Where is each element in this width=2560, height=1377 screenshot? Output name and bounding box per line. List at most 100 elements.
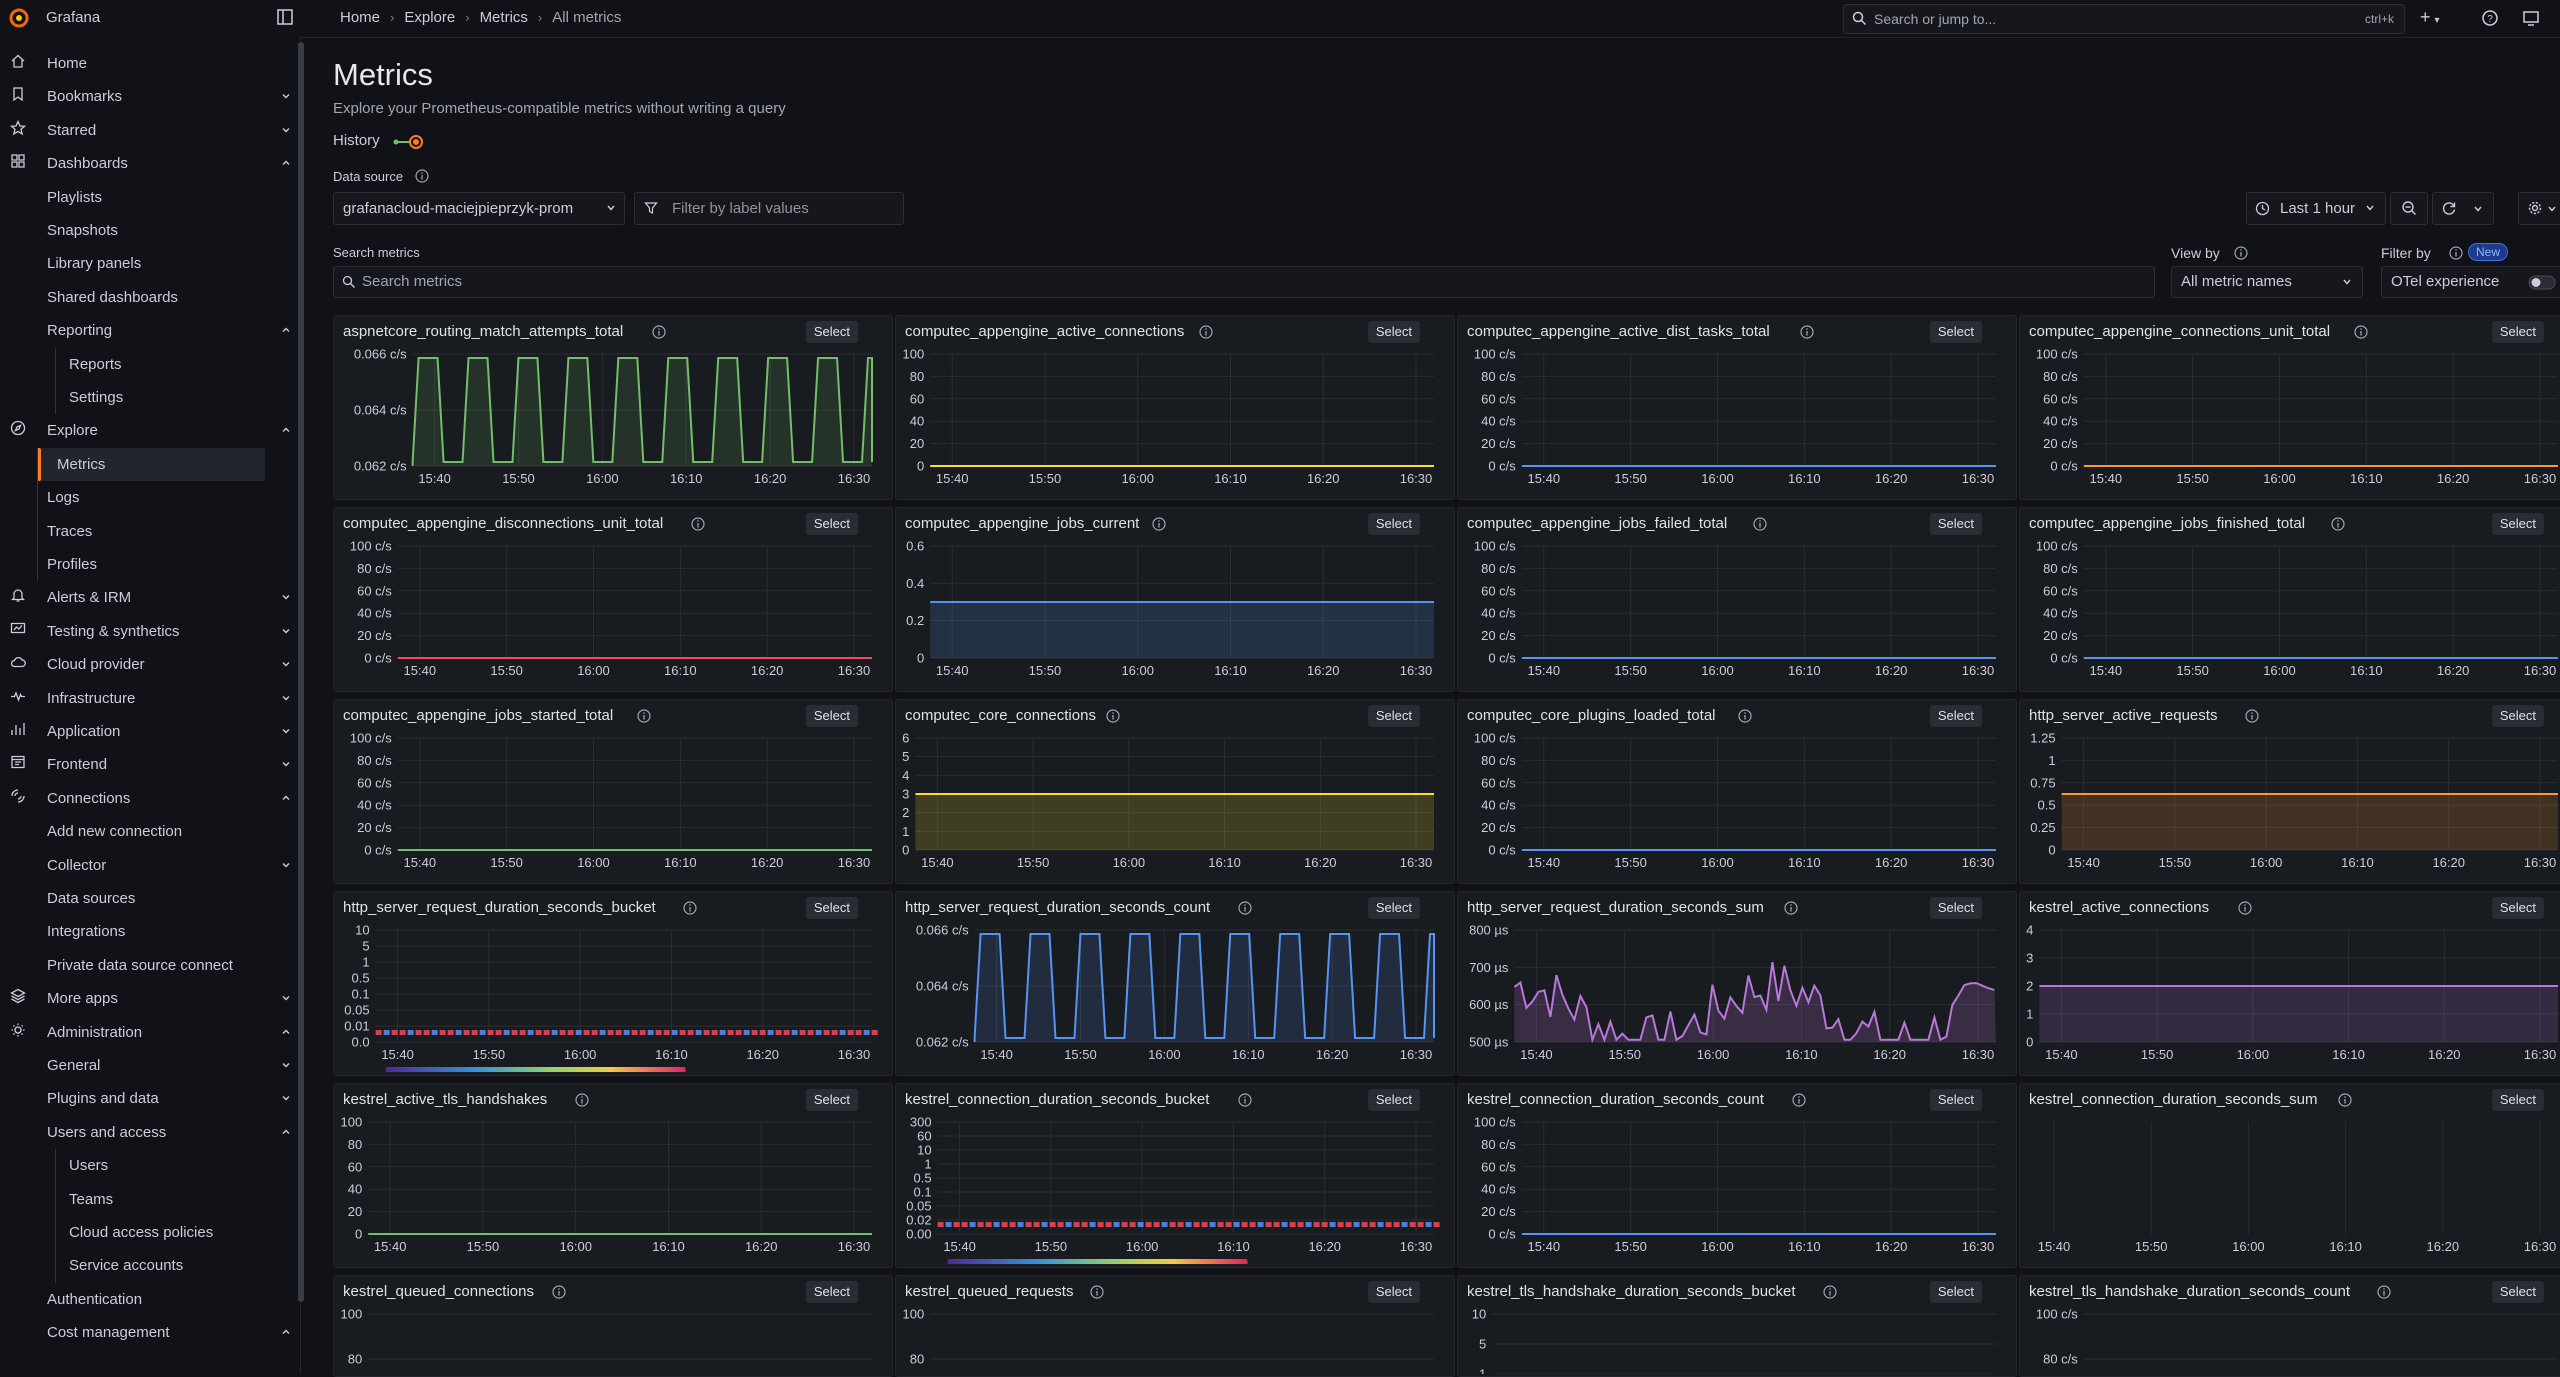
metric-panel[interactable]: http_server_active_requests Select 1.25 1 0.… [2019,699,2560,884]
info-icon[interactable] [1784,901,1798,915]
sidebar-item-reporting[interactable]: Reporting [0,314,296,347]
info-icon[interactable] [1106,709,1120,723]
metric-panel[interactable]: kestrel_tls_handshake_duration_seconds_b… [1457,1275,2017,1377]
chevron-down-icon[interactable] [280,692,292,704]
chevron-down-icon[interactable] [280,725,292,737]
sidebar-item-collector[interactable]: Collector [0,849,296,882]
info-icon[interactable] [1799,325,1814,339]
select-metric-button[interactable]: Select [2491,897,2544,919]
metric-panel[interactable]: computec_appengine_jobs_started_total Sel… [333,699,893,884]
chevron-down-icon[interactable] [280,90,292,102]
select-metric-button[interactable]: Select [2491,705,2544,727]
info-icon[interactable] [2234,246,2248,260]
sidebar-item-administration[interactable]: Administration [0,1016,296,1049]
sidebar-item-cost-management[interactable]: Cost management [0,1316,296,1349]
metric-panel[interactable]: computec_appengine_jobs_current Select 0.6… [895,507,1455,692]
sidebar-item-home[interactable]: Home [0,47,296,80]
metric-panel[interactable]: computec_appengine_jobs_failed_total Sele… [1457,507,2017,692]
help-icon[interactable]: ? [2481,9,2499,27]
sidebar-item-private-data-source-connect[interactable]: Private data source connect [0,949,296,982]
sidebar-item-add-new-connection[interactable]: Add new connection [0,815,296,848]
chevron-up-icon[interactable] [280,1326,292,1338]
breadcrumb-explore[interactable]: Explore [404,9,456,26]
select-metric-button[interactable]: Select [805,1089,858,1111]
info-icon[interactable] [1737,709,1752,723]
metric-panel[interactable]: http_server_request_duration_seconds_sum… [1457,891,2017,1076]
sidebar-item-logs[interactable]: Logs [0,481,296,514]
select-metric-button[interactable]: Select [805,513,858,535]
time-range-picker[interactable]: Last 1 hour [2246,192,2386,225]
chevron-up-icon[interactable] [280,324,292,336]
info-icon[interactable] [2377,1285,2391,1299]
refresh-button[interactable] [2432,192,2494,225]
chevron-down-icon[interactable] [280,1059,292,1071]
sidebar-item-profiles[interactable]: Profiles [0,548,296,581]
zoom-out-button[interactable] [2390,192,2428,225]
sidebar-item-cloud-provider[interactable]: Cloud provider [0,648,296,681]
info-icon[interactable] [2338,1093,2352,1107]
chevron-down-icon[interactable] [280,859,292,871]
metric-panel[interactable]: computec_appengine_disconnections_unit_t… [333,507,893,692]
metric-panel[interactable]: kestrel_active_tls_handshakes Select 100 80… [333,1083,893,1268]
sidebar-item-integrations[interactable]: Integrations [0,915,296,948]
sidebar-item-reports[interactable]: Reports [0,348,296,381]
sidebar-item-traces[interactable]: Traces [0,515,296,548]
sidebar-scrollbar[interactable] [298,42,304,1302]
chevron-down-icon[interactable] [280,625,292,637]
grafana-logo-icon[interactable] [8,7,30,29]
global-search-input[interactable]: Search or jump to... ctrl+k [1843,4,2405,34]
metric-panel[interactable]: http_server_request_duration_seconds_buc… [333,891,893,1076]
metric-panel[interactable]: computec_appengine_connections_unit_tota… [2019,315,2560,500]
new-menu-button[interactable]: + ▾ [2420,7,2440,27]
metric-panel[interactable]: http_server_request_duration_seconds_cou… [895,891,1455,1076]
label-filter-input[interactable]: Filter by label values [634,192,904,225]
sidebar-item-users-and-access[interactable]: Users and access [0,1116,296,1149]
history-toggle-icon[interactable] [393,133,425,151]
select-metric-button[interactable]: Select [805,321,858,343]
select-metric-button[interactable]: Select [805,897,858,919]
chevron-up-icon[interactable] [280,424,292,436]
select-metric-button[interactable]: Select [1367,1089,1420,1111]
info-icon[interactable] [691,517,705,531]
select-metric-button[interactable]: Select [1367,321,1420,343]
sidebar-item-users[interactable]: Users [0,1149,296,1182]
sidebar-item-playlists[interactable]: Playlists [0,181,296,214]
select-metric-button[interactable]: Select [2491,513,2544,535]
select-metric-button[interactable]: Select [1367,1281,1420,1303]
info-icon[interactable] [2354,325,2368,339]
sidebar-item-application[interactable]: Application [0,715,296,748]
search-metrics-input[interactable]: Search metrics [333,266,2155,298]
chevron-down-icon[interactable] [280,658,292,670]
metric-panel[interactable]: kestrel_active_connections Select 4 3 2 1 0 15:… [2019,891,2560,1076]
chevron-down-icon[interactable] [280,992,292,1004]
info-icon[interactable] [1090,1285,1104,1299]
metric-panel[interactable]: aspnetcore_routing_match_attempts_total S… [333,315,893,500]
info-icon[interactable] [575,1093,589,1107]
sidebar-item-connections[interactable]: Connections [0,782,296,815]
info-icon[interactable] [1792,1093,1806,1107]
select-metric-button[interactable]: Select [1929,1281,1982,1303]
chevron-down-icon[interactable] [280,124,292,136]
metric-panel[interactable]: kestrel_queued_requests Select 100 80 [895,1275,1455,1377]
metric-panel[interactable]: kestrel_tls_handshake_duration_seconds_c… [2019,1275,2560,1377]
select-metric-button[interactable]: Select [1367,897,1420,919]
select-metric-button[interactable]: Select [1929,513,1982,535]
sidebar-item-plugins-and-data[interactable]: Plugins and data [0,1082,296,1115]
select-metric-button[interactable]: Select [805,705,858,727]
sidebar-item-testing-synthetics[interactable]: Testing & synthetics [0,615,296,648]
sidebar-item-starred[interactable]: Starred [0,114,296,147]
otel-experience-toggle[interactable]: OTel experience [2381,266,2560,298]
select-metric-button[interactable]: Select [1929,705,1982,727]
info-icon[interactable] [1237,1093,1252,1107]
sidebar-item-data-sources[interactable]: Data sources [0,882,296,915]
view-by-select[interactable]: All metric names [2171,266,2363,298]
data-source-select[interactable]: grafanacloud-maciejpieprzyk-prom [333,192,625,225]
info-icon[interactable] [637,709,651,723]
sidebar-item-alerts-irm[interactable]: Alerts & IRM [0,581,296,614]
sidebar-item-metrics[interactable]: Metrics [37,447,265,481]
info-icon[interactable] [551,1285,566,1299]
info-icon[interactable] [683,901,697,915]
info-icon[interactable] [2449,246,2463,260]
metric-panel[interactable]: computec_core_connections Select 6 5 4 3 2 1 0 15… [895,699,1455,884]
sidebar-item-service-accounts[interactable]: Service accounts [0,1249,296,1282]
